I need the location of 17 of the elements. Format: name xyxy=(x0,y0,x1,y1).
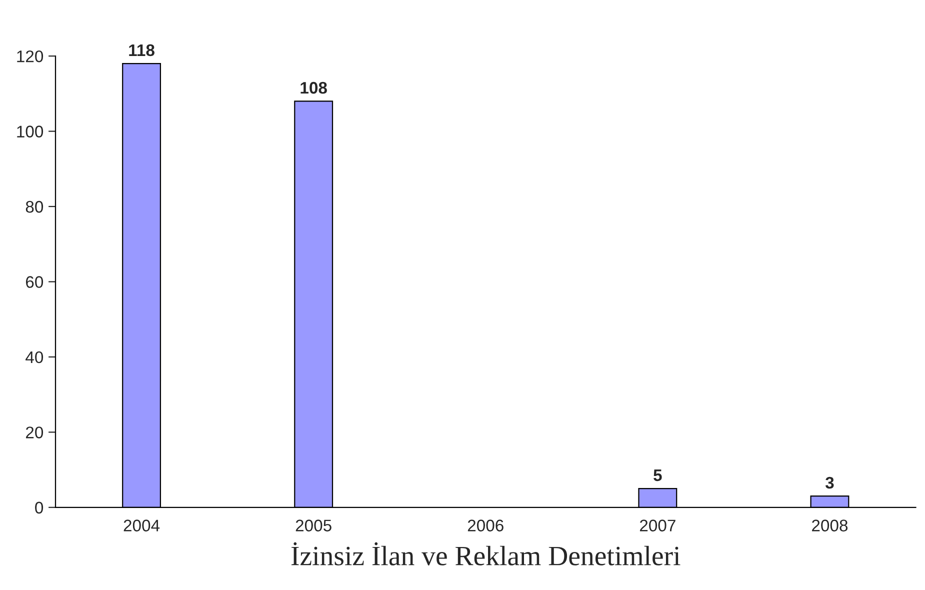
x-tick-label: 2004 xyxy=(124,520,160,532)
x-tick-label: 2007 xyxy=(640,520,676,532)
y-tick-label: 40 xyxy=(26,351,44,364)
data-label: 118 xyxy=(129,44,154,56)
x-axis-title: İzinsiz İlan ve Reklam Denetimleri xyxy=(291,542,680,566)
x-tick-label: 2005 xyxy=(296,520,332,532)
y-tick-label: 120 xyxy=(17,50,44,62)
y-tick-label: 0 xyxy=(35,502,44,514)
data-label: 108 xyxy=(300,82,327,94)
x-tick-label: 2008 xyxy=(812,520,848,532)
y-tick-label: 60 xyxy=(26,276,44,288)
y-tick-label: 20 xyxy=(26,426,44,438)
x-tick-label: 2006 xyxy=(468,520,504,532)
data-label: 3 xyxy=(825,476,834,489)
data-label: 5 xyxy=(654,470,662,482)
y-tick-label: 80 xyxy=(26,200,44,213)
y-tick-label: 100 xyxy=(17,126,44,138)
